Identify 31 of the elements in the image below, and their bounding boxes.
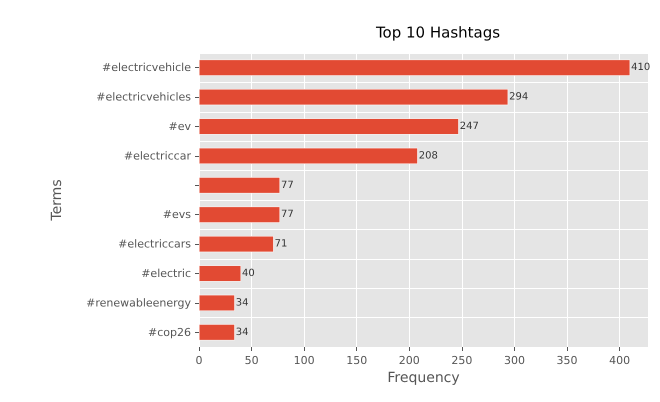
x-tick-label: 300 [504,354,525,367]
y-tick-label: #electric [141,267,191,280]
y-tick-label: #cop26 [148,326,191,339]
x-tick-label: 250 [451,354,472,367]
y-tick-label: #electriccars [118,238,192,251]
x-tick-label: 150 [346,354,368,367]
x-tick-label: 350 [556,354,578,367]
data-label: 34 [236,297,248,308]
x-tick-label: 400 [609,354,630,367]
y-tick-label: #evs [162,208,192,222]
x-axis-title: Frequency [387,370,460,386]
data-label: 208 [418,150,438,162]
y-axis-title: Terms [49,179,65,222]
data-label: 77 [280,180,294,191]
y-tick-label: #electricvehicles [96,90,192,104]
y-tick-label: #ev [168,120,192,133]
x-tick-label: 100 [294,354,315,367]
chart-title: Top 10 Hashtags [374,24,500,42]
data-label: 34 [236,326,248,338]
data-label: 294 [509,92,528,103]
data-label: 77 [280,209,294,220]
x-tick-label: 50 [244,354,259,367]
data-label: 40 [242,268,255,279]
x-tick-label: 0 [196,354,202,367]
y-tick-label: #electricvehicle [102,61,192,74]
data-label: 247 [460,121,479,132]
y-tick-label: #renewableenergy [86,296,192,310]
x-tick-label: 200 [398,354,420,367]
data-label: 410 [631,62,650,74]
y-tick-label: #electriccar [124,149,192,162]
data-label: 71 [274,238,288,250]
